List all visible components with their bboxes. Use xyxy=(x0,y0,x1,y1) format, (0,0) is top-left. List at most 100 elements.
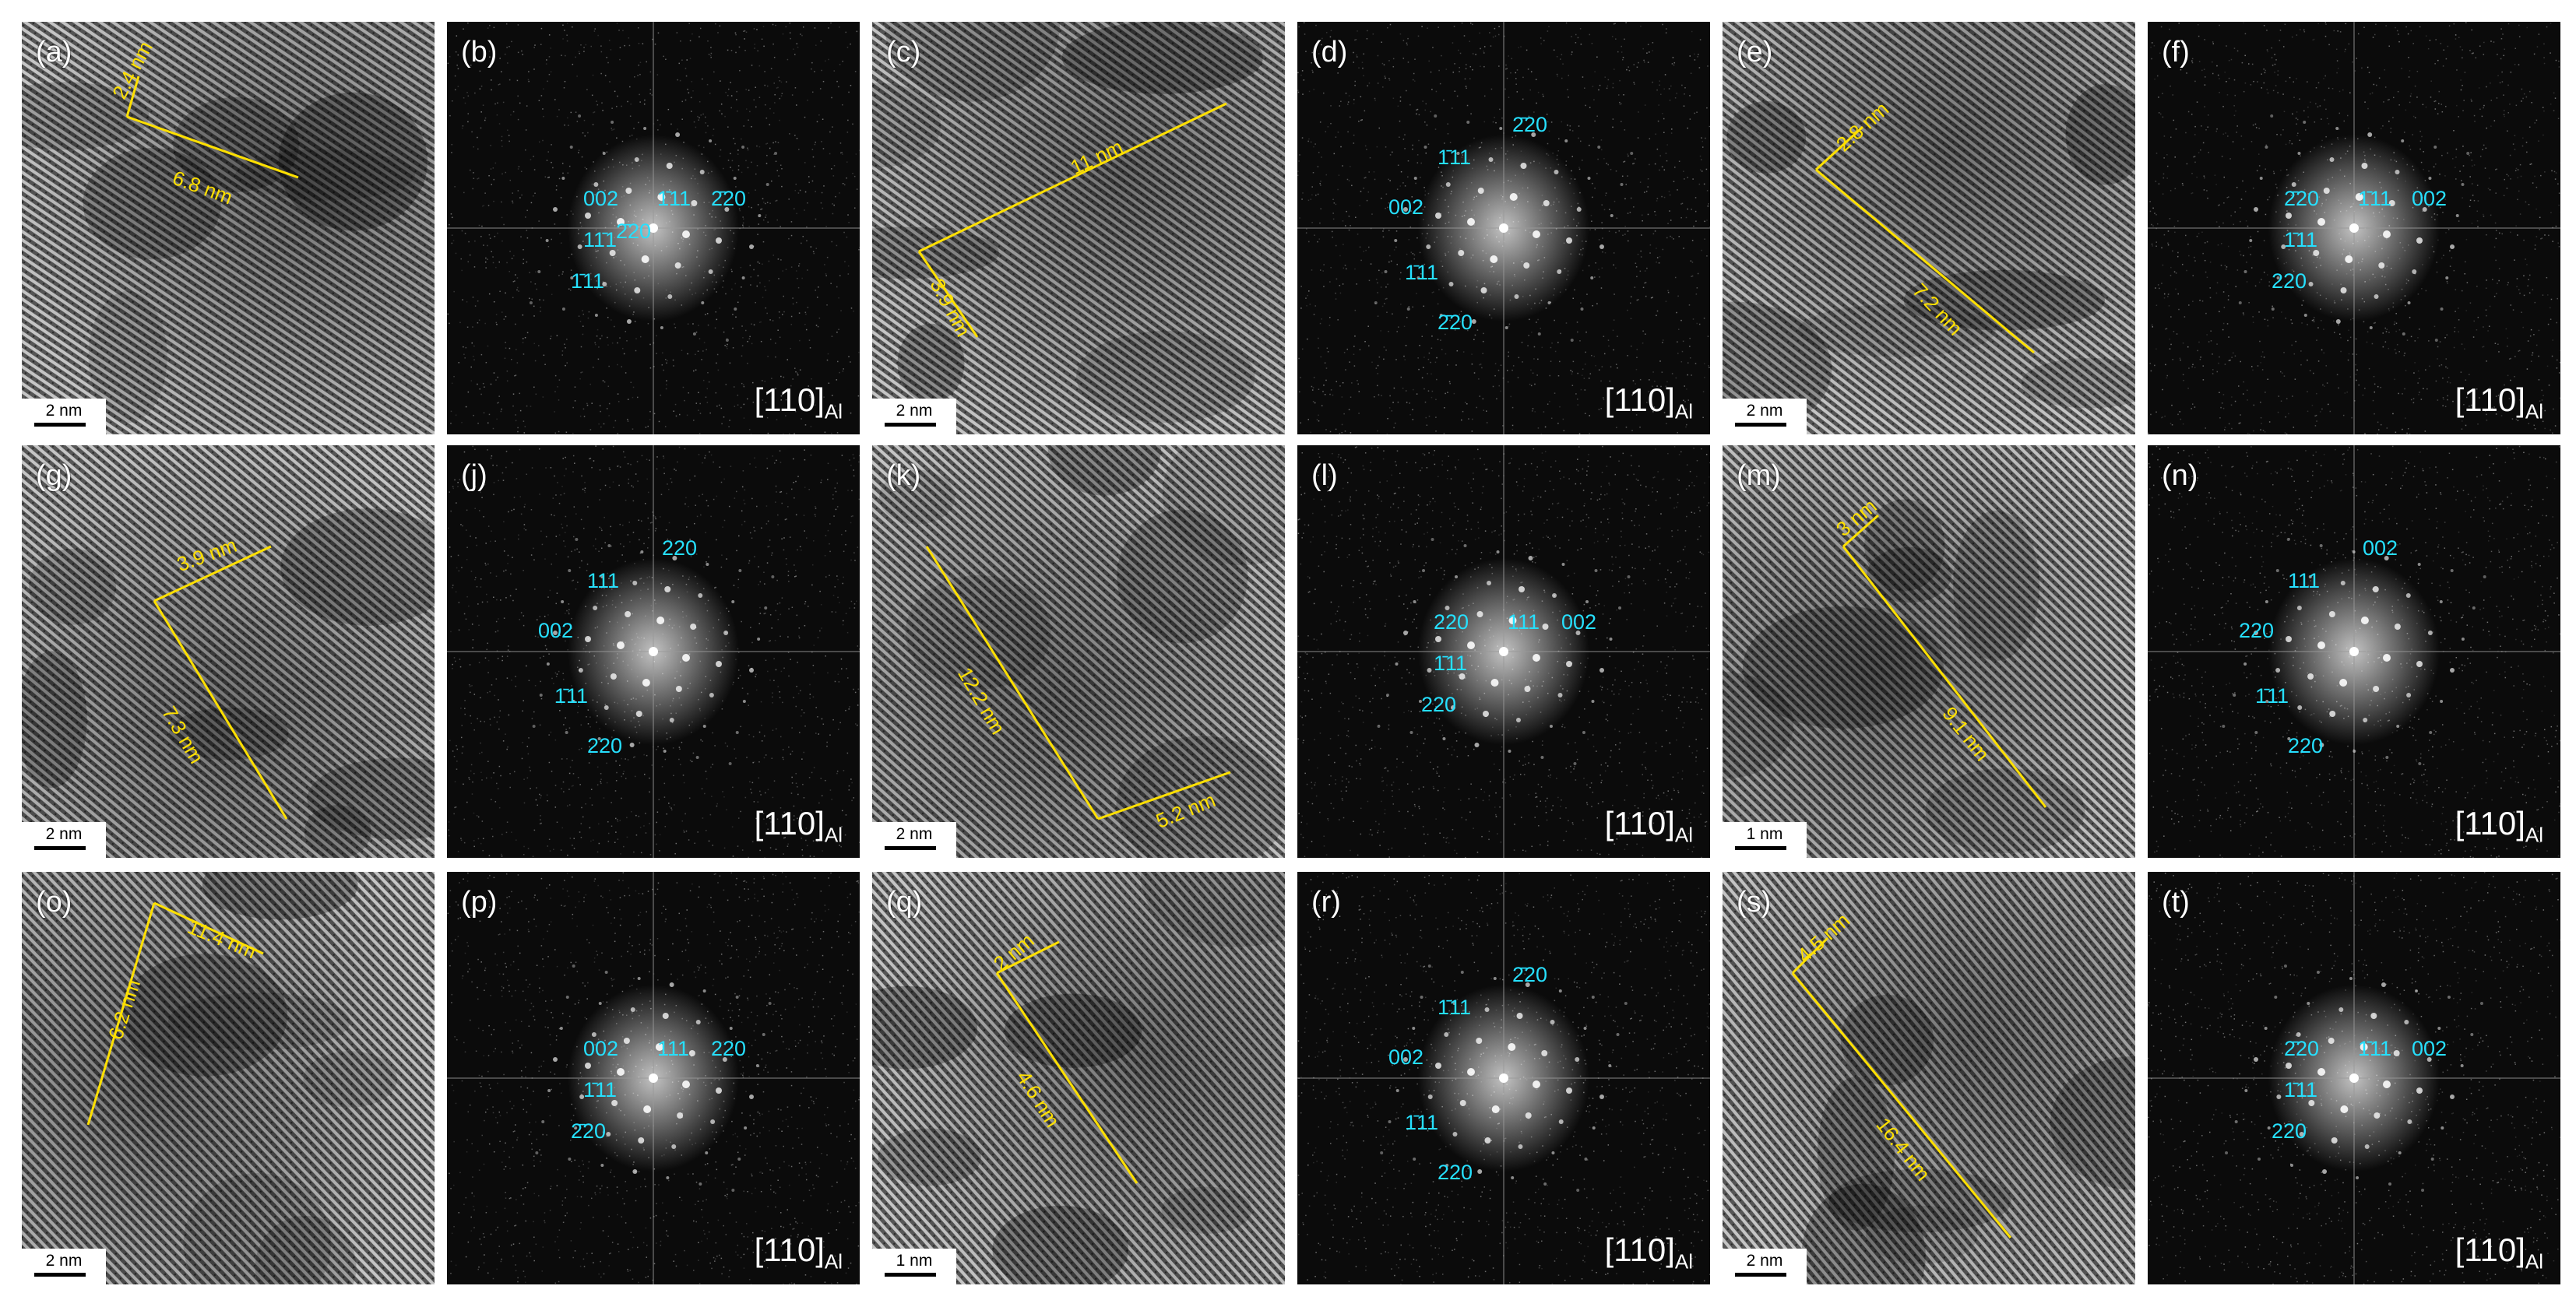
diffraction-index-label: 11̄1 xyxy=(583,228,618,251)
fft-pattern-panel: (l) [110]Al 220 111 002 1̄11 220 xyxy=(1297,445,1710,858)
fft-pattern-panel: (t) [110]Al 2̄20 1̄11 002 1̄11 220 xyxy=(2148,872,2560,1284)
panel-label: (n) xyxy=(2162,459,2198,492)
diffraction-index-label: 002 xyxy=(1388,195,1424,219)
lattice-image xyxy=(22,872,435,1284)
lattice-image xyxy=(872,22,1285,434)
zone-axis-element: Al xyxy=(1674,823,1693,846)
panel-label: (k) xyxy=(886,459,921,492)
zone-axis-index: [110] xyxy=(2455,381,2525,418)
diffraction-index-label: 002 xyxy=(2363,536,2398,560)
zone-axis-index: [110] xyxy=(754,381,825,418)
diffraction-index-label: 220 xyxy=(2239,619,2275,642)
measurement-line xyxy=(925,546,1100,820)
panel-label: (f) xyxy=(2162,36,2190,69)
panel-label: (b) xyxy=(461,36,498,69)
zone-axis-index: [110] xyxy=(754,1231,825,1268)
scale-bar: 2 nm xyxy=(22,822,106,858)
hrtem-image-panel: (a) 2 nm 2.4 nm 6.8 nm xyxy=(22,22,435,434)
zone-axis-label: [110]Al xyxy=(2455,381,2543,423)
diffraction-index-label: 111 xyxy=(587,569,620,592)
diffraction-index-label: 1̄11 xyxy=(2284,228,2318,251)
diffraction-index-label: 2̄20 xyxy=(1512,963,1548,986)
diffraction-index-label: 1̄11 xyxy=(1405,1111,1439,1134)
scale-bar-line xyxy=(1735,846,1786,850)
measurement-line xyxy=(1842,546,2047,808)
measurement-line xyxy=(996,940,1060,975)
zone-axis-index: [110] xyxy=(2455,1231,2525,1268)
fft-image xyxy=(2148,872,2560,1284)
diffraction-index-label: 1̄11 xyxy=(583,1078,618,1101)
scale-bar-label: 2 nm xyxy=(45,1252,83,1270)
measurement-line xyxy=(153,600,288,820)
diffraction-index-label: 2̄20 xyxy=(1512,113,1548,136)
zone-axis-label: [110]Al xyxy=(1605,805,1693,847)
zone-axis-label: [110]Al xyxy=(755,805,843,847)
zone-axis-element: Al xyxy=(824,399,843,423)
scale-bar: 2 nm xyxy=(872,399,956,434)
scale-bar-label: 2 nm xyxy=(45,825,83,843)
fft-image xyxy=(2148,445,2560,858)
measurement-line xyxy=(1791,972,2012,1238)
lattice-image xyxy=(872,445,1285,858)
diffraction-index-label: 1̄11 xyxy=(2284,1078,2318,1101)
scale-bar-line xyxy=(885,846,936,850)
lattice-image xyxy=(872,872,1285,1284)
diffraction-index-label: 1̄11 xyxy=(571,269,605,293)
diffraction-index-label: 1̄11 xyxy=(2255,684,2289,708)
lattice-image xyxy=(1723,22,2135,434)
hrtem-image-panel: (s) 2 nm 4.5 nm 16.4 nm xyxy=(1723,872,2135,1284)
panel-label: (m) xyxy=(1737,459,1781,492)
measurement-line xyxy=(1814,125,1864,171)
zone-axis-index: [110] xyxy=(1604,381,1675,418)
diffraction-index-label: 220 xyxy=(662,536,698,560)
fft-pattern-panel: (d) [110]Al 2̄20 1̄11 002 1̄11 2̄20 xyxy=(1297,22,1710,434)
measurement-line xyxy=(995,972,1138,1184)
zone-axis-element: Al xyxy=(824,1249,843,1273)
hrtem-image-panel: (g) 2 nm 3.9 nm 7.3 nm xyxy=(22,445,435,858)
zone-axis-element: Al xyxy=(2525,823,2543,846)
fft-image xyxy=(1297,22,1710,434)
panel-label: (l) xyxy=(1311,459,1338,492)
lattice-image xyxy=(1723,872,2135,1284)
diffraction-index-label: 220 xyxy=(711,1037,747,1060)
panel-label: (a) xyxy=(36,36,72,69)
zone-axis-label: [110]Al xyxy=(755,1231,843,1274)
diffraction-index-label: 2̄20 xyxy=(1438,311,1473,334)
zone-axis-element: Al xyxy=(2525,399,2543,423)
diffraction-index-label: 220 xyxy=(587,734,623,757)
diffraction-index-label: 1̄11 xyxy=(1438,996,1472,1019)
scale-bar-label: 2 nm xyxy=(896,825,933,843)
scale-bar-label: 1 nm xyxy=(1746,825,1783,843)
diffraction-index-label: 1̄11 xyxy=(2358,187,2392,210)
fft-image xyxy=(1297,445,1710,858)
zone-axis-label: [110]Al xyxy=(755,381,843,423)
measurement-line xyxy=(153,901,264,955)
hrtem-image-panel: (o) 2 nm 11.4 nm 6.2 nm xyxy=(22,872,435,1284)
measurement-line xyxy=(125,76,140,118)
diffraction-index-label: 1̄11 xyxy=(657,187,692,210)
zone-axis-element: Al xyxy=(2525,1249,2543,1273)
measurement-line xyxy=(1815,168,2035,354)
diffraction-index-label: 002 xyxy=(538,619,574,642)
scale-bar-label: 2 nm xyxy=(896,402,933,420)
panel-label: (j) xyxy=(461,459,487,492)
diffraction-index-label: 002 xyxy=(1561,610,1597,634)
diffraction-index-label: 111 xyxy=(1508,610,1540,634)
panel-label: (s) xyxy=(1737,886,1772,919)
measurement-line xyxy=(1791,936,1829,975)
diffraction-index-label: 1̄11 xyxy=(1434,652,1468,675)
panel-label: (t) xyxy=(2162,886,2190,919)
lattice-image xyxy=(1723,445,2135,858)
measurement-line xyxy=(918,102,1227,253)
scale-bar-line xyxy=(1735,1273,1786,1277)
zone-axis-label: [110]Al xyxy=(1605,1231,1693,1274)
scale-bar: 1 nm xyxy=(872,1249,956,1284)
zone-axis-label: [110]Al xyxy=(2455,805,2543,847)
measurement-line xyxy=(126,115,299,179)
hrtem-image-panel: (m) 1 nm 3 nm 9.1 nm xyxy=(1723,445,2135,858)
panel-label: (q) xyxy=(886,886,923,919)
zone-axis-index: [110] xyxy=(754,804,825,841)
zone-axis-element: Al xyxy=(824,823,843,846)
diffraction-index-label: 002 xyxy=(583,187,619,210)
scale-bar-label: 1 nm xyxy=(896,1252,933,1270)
